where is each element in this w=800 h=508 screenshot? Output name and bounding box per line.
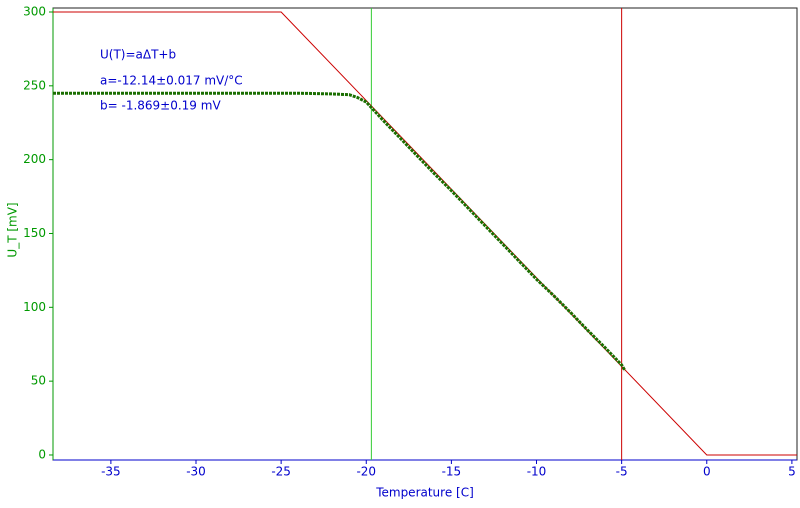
y-tick-label: 200 (23, 152, 46, 166)
y-axis-label: U_T [mV] (6, 202, 20, 257)
y-tick-label: 0 (38, 447, 46, 461)
y-tick-label: 150 (23, 226, 46, 240)
x-tick-label: -20 (356, 465, 376, 479)
data-line (53, 91, 627, 372)
x-tick-label: -25 (271, 465, 291, 479)
x-tick-label: -5 (616, 465, 628, 479)
annotation: a=-12.14±0.017 mV/°C (100, 74, 243, 88)
x-tick-label: -35 (101, 465, 121, 479)
y-tick-label: 300 (23, 4, 46, 18)
x-axis-label: Temperature [C] (375, 486, 474, 500)
x-tick-label: -10 (527, 465, 547, 479)
x-tick-label: -15 (442, 465, 462, 479)
y-tick-label: 50 (31, 374, 46, 388)
x-tick-label: 0 (703, 465, 711, 479)
annotation: U(T)=aΔT+b (100, 48, 176, 62)
y-tick-label: 250 (23, 78, 46, 92)
annotation: b= -1.869±0.19 mV (100, 99, 221, 113)
y-tick-label: 100 (23, 300, 46, 314)
x-tick-label: 5 (788, 465, 796, 479)
x-tick-label: -30 (186, 465, 206, 479)
